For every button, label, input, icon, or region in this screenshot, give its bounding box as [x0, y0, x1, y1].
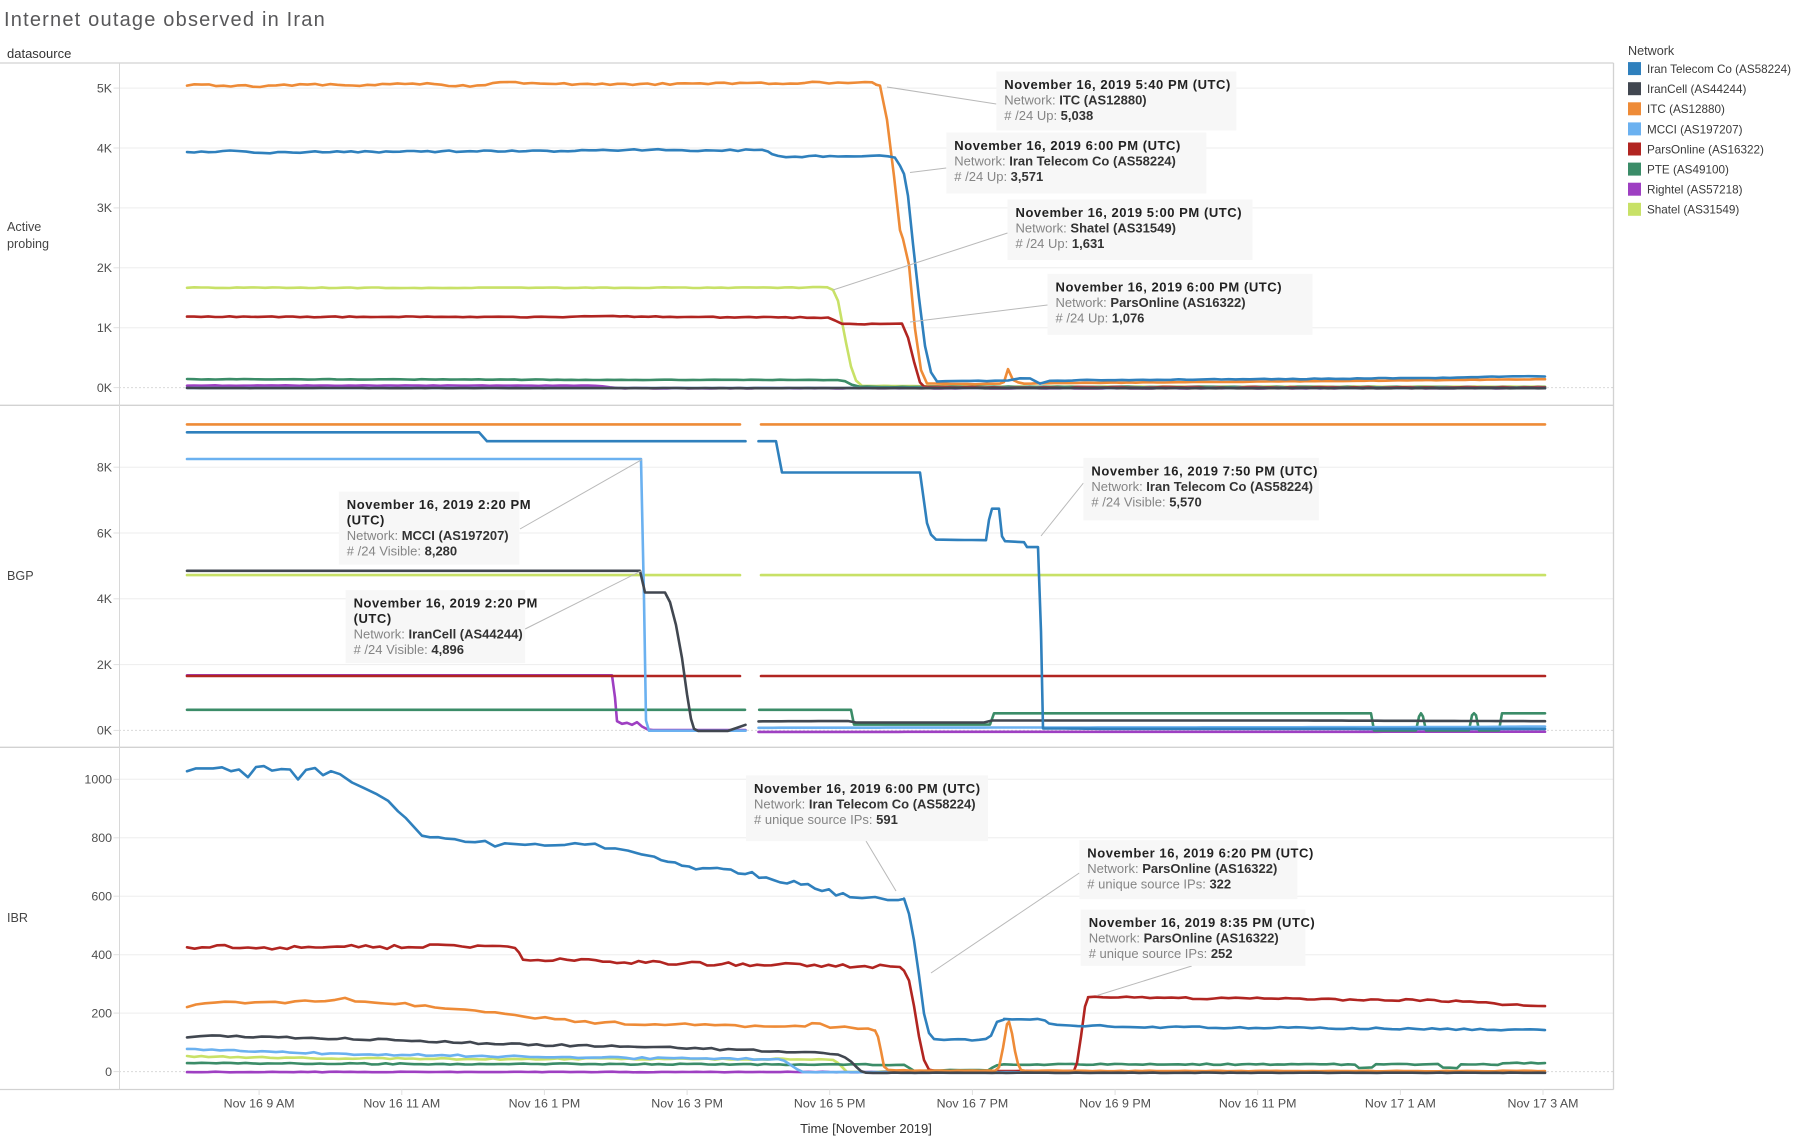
svg-text:0: 0: [105, 1065, 112, 1079]
svg-text:Network: ITC (AS12880): Network: ITC (AS12880): [1004, 93, 1146, 108]
svg-text:# /24 Visible: 8,280: # /24 Visible: 8,280: [347, 544, 457, 559]
svg-text:datasource: datasource: [7, 46, 71, 61]
svg-text:November 16, 2019 6:00 PM (UTC: November 16, 2019 6:00 PM (UTC): [954, 138, 1181, 153]
svg-text:Nov 16 5 PM: Nov 16 5 PM: [794, 1097, 866, 1111]
svg-text:Network: Network: [1628, 44, 1675, 58]
svg-text:Nov 16 9 AM: Nov 16 9 AM: [224, 1097, 295, 1111]
svg-text:Network: ParsOnline (AS16322): Network: ParsOnline (AS16322): [1089, 931, 1279, 946]
svg-text:# /24 Visible: 4,896: # /24 Visible: 4,896: [354, 642, 464, 657]
svg-text:Nov 17 3 AM: Nov 17 3 AM: [1508, 1097, 1579, 1111]
svg-text:Nov 16 11 PM: Nov 16 11 PM: [1219, 1097, 1297, 1111]
svg-text:Network: ParsOnline (AS16322): Network: ParsOnline (AS16322): [1087, 861, 1277, 876]
svg-text:600: 600: [91, 890, 112, 904]
svg-text:# /24 Up: 5,038: # /24 Up: 5,038: [1004, 108, 1093, 123]
svg-text:0K: 0K: [97, 724, 113, 738]
svg-text:Network: Iran Telecom Co (AS58: Network: Iran Telecom Co (AS58224): [1091, 479, 1313, 494]
svg-text:800: 800: [91, 831, 112, 845]
svg-text:Network: Iran Telecom Co (AS58: Network: Iran Telecom Co (AS58224): [954, 154, 1176, 169]
svg-text:Network: Iran Telecom Co (AS58: Network: Iran Telecom Co (AS58224): [754, 796, 976, 811]
svg-text:Nov 16 1 PM: Nov 16 1 PM: [509, 1097, 581, 1111]
svg-text:1K: 1K: [97, 321, 113, 335]
svg-text:Time [November 2019]: Time [November 2019]: [800, 1121, 932, 1136]
svg-text:1000: 1000: [84, 773, 112, 787]
svg-text:November 16, 2019 6:00 PM (UTC: November 16, 2019 6:00 PM (UTC): [1056, 279, 1283, 294]
svg-text:Network: IranCell (AS44244): Network: IranCell (AS44244): [354, 627, 523, 642]
svg-text:Nov 17 1 AM: Nov 17 1 AM: [1365, 1097, 1436, 1111]
svg-text:# /24 Up: 1,076: # /24 Up: 1,076: [1056, 310, 1145, 325]
svg-text:Rightel (AS57218): Rightel (AS57218): [1647, 184, 1743, 197]
svg-text:(UTC): (UTC): [347, 513, 385, 528]
svg-text:2K: 2K: [97, 658, 113, 672]
svg-text:# unique source IPs: 252: # unique source IPs: 252: [1089, 946, 1233, 961]
svg-text:# unique source IPs: 322: # unique source IPs: 322: [1087, 877, 1231, 892]
svg-text:# /24 Visible: 5,570: # /24 Visible: 5,570: [1091, 494, 1201, 509]
svg-text:Shatel (AS31549): Shatel (AS31549): [1647, 204, 1739, 217]
svg-text:IBR: IBR: [7, 911, 28, 925]
svg-text:Network: ParsOnline (AS16322): Network: ParsOnline (AS16322): [1056, 295, 1246, 310]
svg-text:Nov 16 3 PM: Nov 16 3 PM: [651, 1097, 723, 1111]
svg-text:November 16, 2019 5:40 PM (UTC: November 16, 2019 5:40 PM (UTC): [1004, 77, 1231, 92]
svg-text:Nov 16 11 AM: Nov 16 11 AM: [363, 1097, 440, 1111]
svg-text:Iran Telecom Co (AS58224): Iran Telecom Co (AS58224): [1647, 63, 1791, 76]
svg-text:Network: MCCI (AS197207): Network: MCCI (AS197207): [347, 528, 509, 543]
svg-text:(UTC): (UTC): [354, 611, 392, 626]
svg-text:ITC (AS12880): ITC (AS12880): [1647, 103, 1725, 116]
svg-text:PTE (AS49100): PTE (AS49100): [1647, 164, 1729, 177]
svg-text:November 16, 2019 8:35 PM (UTC: November 16, 2019 8:35 PM (UTC): [1089, 915, 1316, 930]
svg-text:400: 400: [91, 948, 112, 962]
svg-text:# /24 Up: 3,571: # /24 Up: 3,571: [954, 169, 1043, 184]
svg-text:3K: 3K: [97, 201, 113, 215]
svg-text:ParsOnline (AS16322): ParsOnline (AS16322): [1647, 143, 1764, 156]
svg-text:200: 200: [91, 1006, 112, 1020]
svg-text:4K: 4K: [97, 592, 113, 606]
svg-text:probing: probing: [7, 237, 49, 251]
svg-text:4K: 4K: [97, 141, 113, 155]
svg-text:2K: 2K: [97, 261, 113, 275]
svg-text:November 16, 2019 7:50 PM (UTC: November 16, 2019 7:50 PM (UTC): [1091, 463, 1318, 478]
svg-text:6K: 6K: [97, 526, 113, 540]
svg-text:8K: 8K: [97, 461, 113, 475]
svg-text:0K: 0K: [97, 381, 113, 395]
svg-text:November 16, 2019 6:20 PM (UTC: November 16, 2019 6:20 PM (UTC): [1087, 846, 1314, 861]
svg-text:November 16, 2019 5:00 PM (UTC: November 16, 2019 5:00 PM (UTC): [1016, 205, 1243, 220]
svg-text:Internet outage observed in Ir: Internet outage observed in Iran: [4, 9, 326, 31]
svg-text:November 16, 2019 2:20 PM: November 16, 2019 2:20 PM: [347, 497, 531, 512]
svg-text:November 16, 2019 6:00 PM (UTC: November 16, 2019 6:00 PM (UTC): [754, 781, 981, 796]
svg-text:BGP: BGP: [7, 569, 34, 583]
svg-text:Nov 16 9 PM: Nov 16 9 PM: [1079, 1097, 1151, 1111]
svg-text:November 16, 2019 2:20 PM: November 16, 2019 2:20 PM: [354, 596, 538, 611]
svg-text:MCCI (AS197207): MCCI (AS197207): [1647, 123, 1743, 136]
svg-text:5K: 5K: [97, 81, 113, 95]
svg-text:IranCell (AS44244): IranCell (AS44244): [1647, 83, 1747, 96]
svg-text:Nov 16 7 PM: Nov 16 7 PM: [937, 1097, 1009, 1111]
svg-text:# /24 Up: 1,631: # /24 Up: 1,631: [1016, 236, 1105, 251]
svg-text:# unique source IPs: 591: # unique source IPs: 591: [754, 812, 898, 827]
svg-text:Active: Active: [7, 220, 41, 234]
svg-text:Network: Shatel (AS31549): Network: Shatel (AS31549): [1016, 221, 1176, 236]
